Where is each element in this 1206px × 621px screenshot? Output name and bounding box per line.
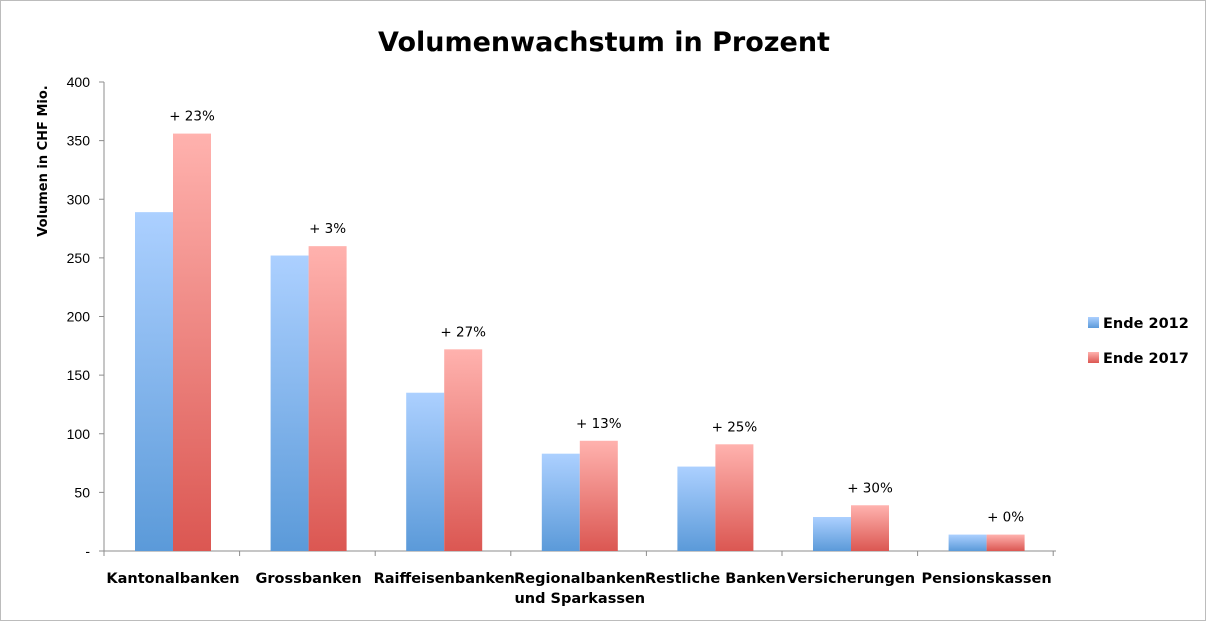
- bar-2012: [948, 534, 987, 551]
- bar-2012: [135, 212, 173, 551]
- y-tick-label: -: [85, 543, 90, 559]
- x-axis: Kantonalbanken Grossbanken Raiffeisenbanke…: [103, 550, 1056, 607]
- legend: Ende 2012 Ende 2017: [1088, 316, 1189, 367]
- y-tick-label: 300: [67, 191, 91, 207]
- growth-label: + 13%: [576, 416, 622, 432]
- y-tick-label: 400: [67, 74, 91, 90]
- bar-2017: [851, 505, 889, 551]
- growth-label: + 0%: [987, 510, 1024, 526]
- x-tick-label: Grossbanken: [256, 571, 362, 587]
- y-tick-label: 100: [67, 426, 91, 442]
- growth-label: + 25%: [712, 419, 758, 435]
- data-labels: + 23% + 3% + 27% + 13% + 25% + 30% + 0%: [169, 109, 1024, 526]
- y-tick-label: 250: [67, 250, 91, 266]
- chart-title: Volumenwachstum in Prozent: [378, 27, 830, 58]
- bar-2012: [541, 453, 580, 551]
- x-tick-label: Pensionskassen: [922, 571, 1052, 587]
- bar-2012: [813, 516, 851, 551]
- x-tick-label: Regionalbanken und Sparkassen: [514, 571, 645, 607]
- bar-2017: [308, 246, 347, 551]
- bar-2017: [173, 133, 211, 551]
- growth-label: + 23%: [169, 109, 215, 125]
- x-tick-label: Restliche Banken: [645, 571, 786, 587]
- growth-label: + 3%: [309, 221, 346, 237]
- bar-2012: [270, 255, 309, 551]
- legend-label: Ende 2017: [1103, 351, 1189, 367]
- legend-swatch: [1088, 352, 1099, 363]
- bar-2012: [677, 466, 716, 551]
- bar-2017: [986, 534, 1025, 551]
- bars: [135, 133, 1025, 551]
- bar-2017: [444, 349, 483, 551]
- legend-swatch: [1088, 317, 1099, 328]
- y-axis: - 50 100 150 200 250 300 350 400: [67, 74, 105, 559]
- growth-label: + 30%: [847, 480, 893, 496]
- bar-2017: [715, 444, 754, 551]
- x-tick-label: Kantonalbanken: [106, 571, 239, 587]
- y-tick-label: 200: [67, 309, 91, 325]
- y-axis-label: Volumen in CHF Mio.: [36, 85, 51, 236]
- legend-label: Ende 2012: [1103, 316, 1189, 332]
- y-tick-label: 150: [67, 367, 91, 383]
- bar-2017: [579, 440, 618, 551]
- x-tick-label: Versicherungen: [787, 571, 915, 587]
- bar-2012: [406, 392, 445, 551]
- y-tick-label: 50: [74, 484, 90, 500]
- x-tick-label: Raiffeisenbanken: [374, 571, 515, 587]
- growth-label: + 27%: [440, 324, 486, 340]
- y-tick-label: 350: [67, 133, 91, 149]
